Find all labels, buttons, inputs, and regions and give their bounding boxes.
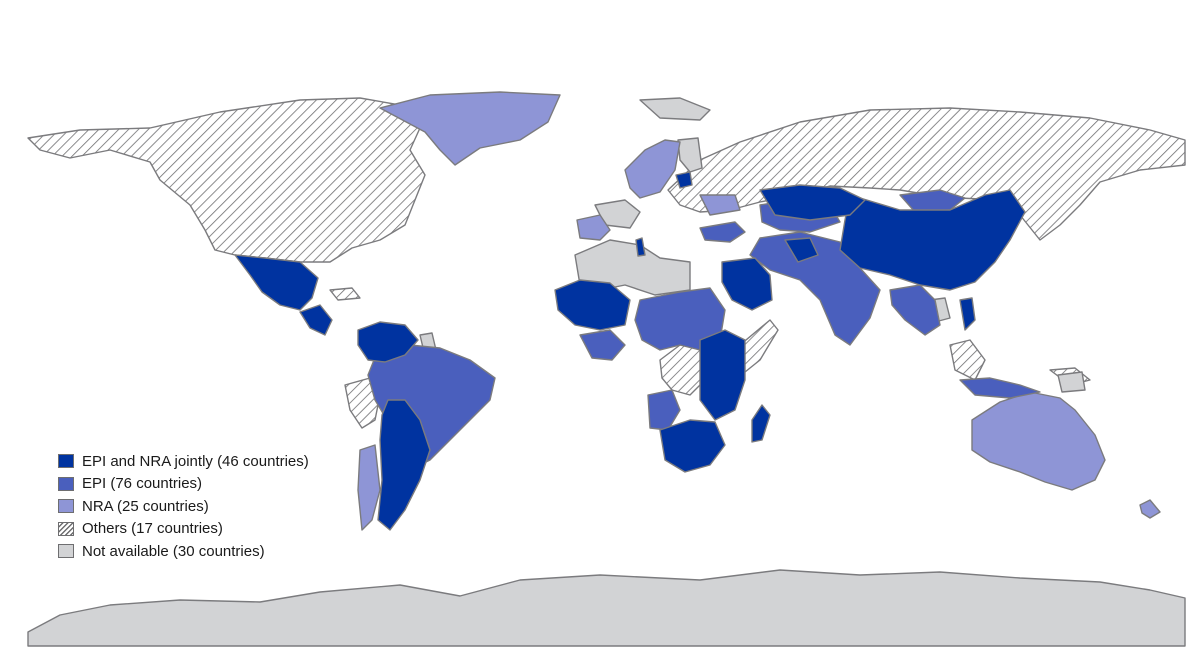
west-africa (554, 279, 631, 331)
not-available-regions (27, 97, 1186, 647)
epi-nra-regions (234, 171, 1026, 531)
myanmar-thailand-region (949, 339, 986, 381)
legend-label: EPI and NRA jointly (46 countries) (82, 452, 309, 470)
mongolia-kz-dark (759, 184, 866, 221)
legend-swatch-not-available (58, 544, 74, 559)
iceland-grey (639, 97, 711, 121)
legend-item-epi-nra: EPI and NRA jointly (46 countries) (58, 450, 309, 473)
finland-grey (677, 137, 703, 173)
legend-item-others: Others (17 countries) (58, 518, 309, 541)
north-america-north (27, 97, 426, 263)
legend-item-nra: NRA (25 countries) (58, 495, 309, 518)
southeast-asia (889, 284, 941, 336)
bolivia-argentina (377, 399, 431, 531)
middle-east-india (749, 231, 881, 346)
australia (971, 391, 1106, 491)
legend-label: EPI (76 countries) (82, 475, 203, 493)
western-europe (576, 214, 611, 241)
tunisia (635, 237, 646, 257)
saudi-arabia (721, 257, 773, 311)
baltics (675, 171, 693, 189)
drc-region (659, 344, 706, 396)
afghanistan (784, 237, 819, 263)
cuba-region (329, 287, 361, 301)
indonesia (959, 377, 1041, 399)
china (839, 189, 1026, 291)
central-america (299, 304, 333, 336)
map-legend: EPI and NRA jointly (46 countries) EPI (… (58, 450, 309, 563)
nz (1139, 499, 1161, 519)
ukraine-region (699, 194, 741, 216)
legend-label: Others (17 countries) (82, 520, 223, 538)
vietnam-region (959, 297, 976, 331)
antarctica (27, 569, 1186, 647)
legend-swatch-epi (58, 476, 74, 491)
colombia-venezuela (357, 321, 419, 363)
timor-grey (1057, 371, 1086, 393)
legend-swatch-epi-nra (58, 454, 74, 469)
mexico (234, 254, 319, 311)
legend-label: Not available (30 countries) (82, 542, 265, 560)
others-regions (27, 97, 1186, 429)
nra-regions (357, 91, 1161, 531)
turkey-region (699, 221, 746, 243)
madagascar (751, 404, 771, 443)
southern-africa (659, 419, 726, 473)
angola-region (647, 389, 681, 431)
west-central-africa (579, 329, 626, 361)
epi-regions (367, 189, 1041, 471)
legend-swatch-nra (58, 499, 74, 514)
east-africa (699, 329, 746, 421)
legend-item-epi: EPI (76 countries) (58, 473, 309, 496)
legend-item-not-available: Not available (30 countries) (58, 540, 309, 563)
mongolia-region (899, 189, 966, 213)
chile (357, 444, 381, 531)
legend-label: NRA (25 countries) (82, 497, 209, 515)
legend-swatch-others (58, 521, 74, 536)
scandinavia (624, 139, 681, 199)
greenland (379, 91, 561, 166)
